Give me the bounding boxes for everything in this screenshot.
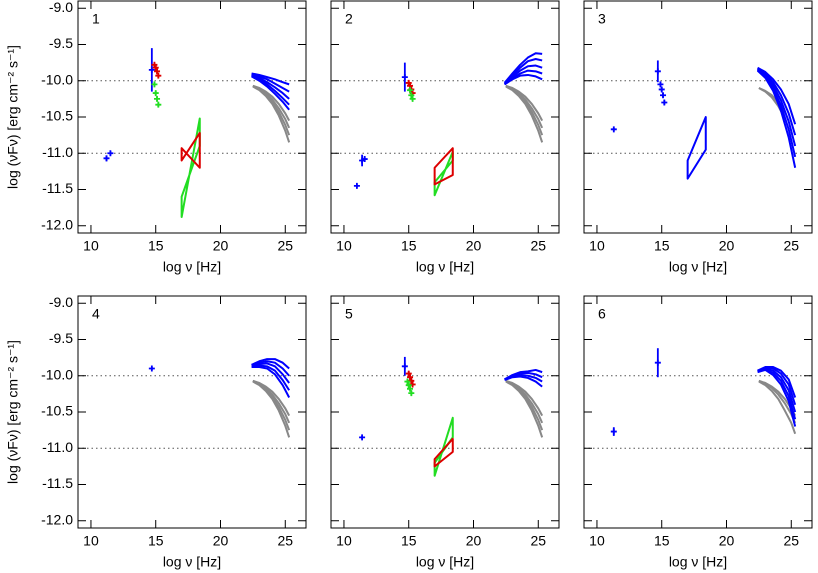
x-axis-label: log ν [Hz]	[416, 554, 474, 570]
x-tick-label: 20	[213, 533, 229, 549]
model-curve	[503, 58, 543, 84]
x-tick-label: 15	[148, 238, 164, 254]
model-curve	[756, 69, 797, 168]
y-tick-label: -10.0	[41, 71, 73, 87]
x-tick-label: 25	[277, 533, 293, 549]
x-axis-label: log ν [Hz]	[416, 259, 474, 275]
x-tick-label: 25	[783, 533, 799, 549]
model-curve	[504, 73, 543, 86]
y-tick-label: -9.0	[49, 294, 73, 310]
xray-bowtie	[433, 416, 454, 477]
y-tick-label: -11.0	[42, 439, 73, 455]
y-tick-label: -9.5	[49, 35, 73, 51]
xray-bowtie	[686, 116, 707, 180]
x-tick-label: 20	[719, 238, 735, 254]
x-axis-label: log ν [Hz]	[163, 554, 221, 570]
xray-bowtie	[433, 147, 454, 186]
y-tick-label: -9.0	[49, 0, 73, 15]
x-tick-label: 15	[654, 238, 670, 254]
x-tick-label: 10	[83, 238, 99, 254]
panel-label: 3	[598, 11, 606, 27]
xray-bowtie	[433, 437, 454, 468]
x-tick-label: 20	[213, 238, 229, 254]
model-curve	[251, 74, 290, 106]
x-tick-label: 25	[530, 238, 546, 254]
x-tick-label: 15	[148, 533, 164, 549]
panel-label: 5	[345, 306, 353, 322]
x-tick-label: 15	[654, 533, 670, 549]
model-curve	[251, 360, 290, 377]
y-tick-label: -11.5	[42, 180, 73, 196]
x-tick-label: 25	[783, 238, 799, 254]
x-tick-label: 15	[401, 238, 417, 254]
y-tick-label: -10.5	[41, 108, 73, 124]
model-curve	[503, 52, 543, 84]
model-curve	[251, 366, 291, 398]
plot-frame	[583, 295, 813, 529]
panel-label: 2	[345, 11, 353, 27]
plot-frame	[77, 0, 307, 234]
model-curve	[252, 380, 291, 438]
model-curve	[756, 68, 797, 147]
model-curve	[252, 85, 291, 143]
x-tick-label: 10	[589, 533, 605, 549]
plot-frame	[330, 295, 560, 529]
panel-label: 1	[92, 11, 100, 27]
model-curve	[251, 74, 290, 100]
y-tick-label: -9.5	[49, 330, 73, 346]
x-tick-label: 15	[401, 533, 417, 549]
xray-bowtie	[180, 117, 201, 219]
y-tick-label: -10.5	[41, 403, 73, 419]
x-axis-label: log ν [Hz]	[163, 259, 221, 275]
model-curve	[505, 380, 544, 438]
plot-frame	[583, 0, 813, 234]
model-curve	[757, 368, 797, 427]
plot-frame	[77, 295, 307, 529]
model-curve	[251, 362, 290, 384]
y-tick-label: -12.0	[41, 511, 73, 527]
model-curve	[251, 75, 290, 111]
model-curve	[505, 85, 544, 143]
model-curve	[758, 380, 797, 435]
model-curve	[251, 358, 290, 370]
model-curve	[757, 66, 797, 125]
x-tick-label: 20	[466, 238, 482, 254]
x-axis-label: log ν [Hz]	[669, 259, 727, 275]
x-tick-label: 20	[719, 533, 735, 549]
xray-bowtie	[180, 131, 201, 169]
model-curve	[251, 73, 290, 93]
model-curve	[504, 375, 543, 388]
y-tick-label: -10.0	[41, 366, 73, 382]
plot-frame	[330, 0, 560, 234]
x-tick-label: 10	[336, 533, 352, 549]
panel-label: 4	[92, 306, 100, 322]
x-axis-label: log ν [Hz]	[669, 554, 727, 570]
y-tick-label: -11.0	[42, 144, 73, 160]
x-tick-label: 10	[589, 238, 605, 254]
x-tick-label: 10	[83, 533, 99, 549]
x-tick-label: 10	[336, 238, 352, 254]
model-curve	[251, 364, 291, 391]
panel-label: 6	[598, 306, 606, 322]
x-tick-label: 20	[466, 533, 482, 549]
y-tick-label: -12.0	[41, 216, 73, 232]
y-axis-label: log (νFν) [erg cm⁻² s⁻¹]	[5, 45, 21, 189]
y-tick-label: -11.5	[42, 475, 73, 491]
y-axis-label: log (νFν) [erg cm⁻² s⁻¹]	[5, 340, 21, 484]
x-tick-label: 25	[277, 238, 293, 254]
x-tick-label: 25	[530, 533, 546, 549]
model-curve	[757, 67, 797, 136]
model-curve	[251, 72, 290, 86]
